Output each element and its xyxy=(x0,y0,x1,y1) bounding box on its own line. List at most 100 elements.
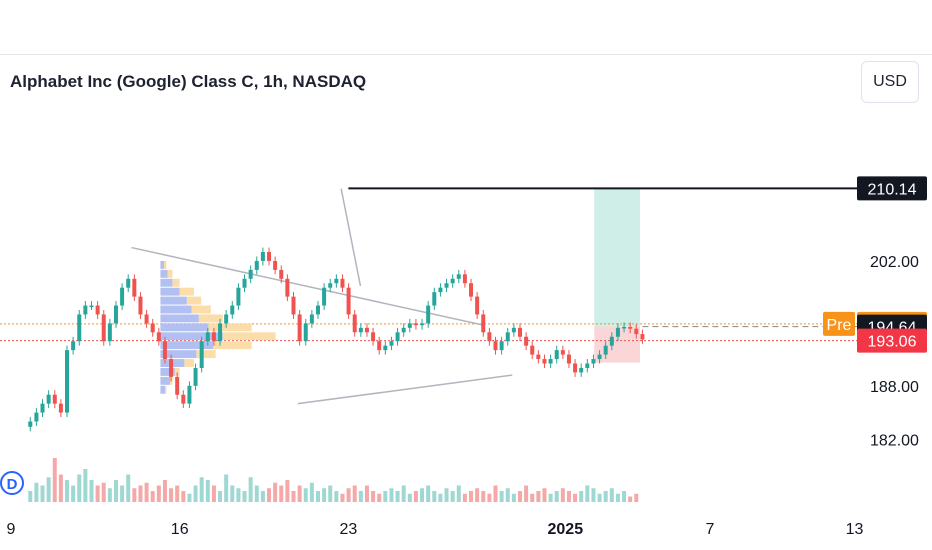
volume-bar xyxy=(377,493,382,502)
volume-bar xyxy=(89,480,94,502)
candle-body xyxy=(628,326,633,329)
y-tick-label: 188.00 xyxy=(870,379,919,396)
volume-bar xyxy=(450,491,455,502)
volume-bar xyxy=(205,480,210,502)
candle-body xyxy=(279,269,284,279)
volume-bar xyxy=(413,491,418,502)
pre-label-badge-text: Pre xyxy=(827,317,852,334)
candle-body xyxy=(401,327,406,333)
volume-bar xyxy=(426,485,431,502)
candle-body xyxy=(493,341,498,351)
candle-body xyxy=(40,403,45,413)
candle-body xyxy=(175,376,180,395)
volume-bar xyxy=(297,485,302,502)
volume-bar xyxy=(101,482,106,502)
candle-body xyxy=(579,367,584,373)
volume-bar xyxy=(279,485,284,502)
candle-body xyxy=(267,252,272,261)
candle-body xyxy=(89,305,94,308)
candle-body xyxy=(346,287,351,315)
candle-body xyxy=(83,305,88,315)
candle-body xyxy=(211,332,216,342)
volume-bar xyxy=(83,469,88,502)
candle-body xyxy=(205,332,210,342)
candle-body xyxy=(303,323,308,342)
candle-body xyxy=(573,363,578,373)
volume-bar xyxy=(65,480,70,502)
volume-bar xyxy=(560,488,565,502)
candle-body xyxy=(389,341,394,346)
volume-bar xyxy=(150,491,155,502)
candle-body xyxy=(297,314,302,342)
candle-body xyxy=(358,327,363,333)
volume-bar xyxy=(585,485,590,502)
volume-bar xyxy=(438,493,443,502)
candle-body xyxy=(524,336,529,346)
candle-body xyxy=(542,359,547,364)
volume-bar xyxy=(603,491,608,502)
candle-body xyxy=(407,323,412,328)
profile-row-yellow xyxy=(174,367,180,376)
candle-body xyxy=(499,341,504,351)
currency-button[interactable]: USD xyxy=(861,61,919,103)
x-tick-label: 16 xyxy=(171,521,189,538)
volume-bar xyxy=(187,493,192,502)
candle-body xyxy=(340,278,345,288)
profile-row-blue xyxy=(160,376,171,385)
candle-body xyxy=(622,326,627,329)
candle-body xyxy=(426,305,431,324)
x-tick-label: 23 xyxy=(340,521,358,538)
volume-bar xyxy=(358,491,363,502)
profile-row-blue xyxy=(160,305,192,314)
profile-row-yellow xyxy=(186,296,202,305)
candle-body xyxy=(144,314,149,324)
volume-bar xyxy=(291,491,296,502)
candle-body xyxy=(120,287,125,306)
volume-bar xyxy=(230,485,235,502)
x-tick-label: 2025 xyxy=(548,521,584,538)
candle-body xyxy=(236,287,241,306)
volume-bar xyxy=(475,488,480,502)
candle-body xyxy=(352,314,357,333)
top-divider xyxy=(0,54,932,55)
candle-body xyxy=(615,327,620,337)
volume-bar xyxy=(193,485,198,502)
volume-bar xyxy=(346,488,351,502)
profile-row-yellow xyxy=(213,341,252,350)
profile-row-blue xyxy=(160,367,175,376)
volume-bar xyxy=(95,485,100,502)
volume-bar xyxy=(420,488,425,502)
close-price-badge-text: 193.06 xyxy=(868,334,917,351)
candle-body xyxy=(132,278,137,297)
volume-bar xyxy=(456,485,461,502)
candle-body xyxy=(315,305,320,315)
candle-body xyxy=(597,354,602,360)
volume-bar xyxy=(383,491,388,502)
candle-body xyxy=(511,327,516,333)
target-badge-text: 210.14 xyxy=(868,181,917,198)
volume-bar xyxy=(315,491,320,502)
volume-bar xyxy=(542,488,547,502)
candle-body xyxy=(444,283,449,288)
candle-body xyxy=(413,323,418,326)
candle-body xyxy=(150,323,155,333)
candle-body xyxy=(285,278,290,297)
volume-bar xyxy=(34,482,39,502)
profile-row-blue xyxy=(160,332,223,341)
volume-bar xyxy=(622,491,627,502)
profile-row-blue xyxy=(160,323,209,332)
candle-body xyxy=(462,274,467,284)
volume-bar xyxy=(493,485,498,502)
candle-body xyxy=(634,328,639,335)
dividend-marker-label: D xyxy=(7,476,18,493)
candle-body xyxy=(34,412,39,422)
candle-body xyxy=(58,403,63,413)
candle-body xyxy=(438,287,443,293)
candle-body xyxy=(475,296,480,315)
candle-body xyxy=(126,278,131,288)
dividend-marker-icon xyxy=(0,471,24,495)
volume-bar xyxy=(628,496,633,502)
volume-bar xyxy=(138,485,143,502)
volume-bar xyxy=(328,485,333,502)
